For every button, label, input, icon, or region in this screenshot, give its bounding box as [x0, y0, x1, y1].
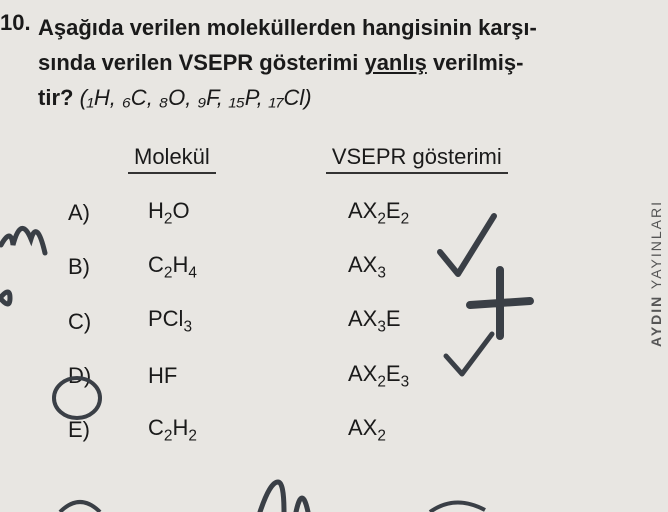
question-number: 10.	[0, 10, 31, 36]
header-molekul: Molekül	[128, 144, 216, 174]
vsepr-d: AX2E3	[348, 361, 508, 391]
option-label-b: B)	[68, 254, 128, 280]
q-underline: yanlış	[364, 50, 426, 75]
table-row: B) C2H4 AX3	[68, 252, 648, 282]
q-line3: tir?	[38, 85, 73, 110]
q-line2a: sında verilen VSEPR gösterimi	[38, 50, 364, 75]
table-row: A) H2O AX2E2	[68, 198, 648, 228]
vsepr-c: AX3E	[348, 306, 508, 336]
table-row: C) PCl3 AX3E	[68, 306, 648, 336]
header-vsepr: VSEPR gösterimi	[326, 144, 508, 174]
vsepr-a: AX2E2	[348, 198, 508, 228]
options-table: Molekül VSEPR gösterimi A) H2O AX2E2 B) …	[68, 144, 648, 446]
q-line2b: verilmiş-	[427, 50, 524, 75]
table-row: E) C2H2 AX2	[68, 415, 648, 445]
mol-c: PCl3	[128, 306, 348, 336]
mol-e: C2H2	[128, 415, 348, 445]
publisher-sidebar: AYDIN YAYINLARI	[648, 200, 664, 347]
mol-d: HF	[128, 363, 348, 389]
mol-b: C2H4	[128, 252, 348, 282]
bottom-arc-3	[430, 502, 485, 512]
bottom-arc-1	[60, 502, 100, 512]
option-label-a: A)	[68, 200, 128, 226]
vsepr-b: AX3	[348, 252, 508, 282]
publisher-rest: YAYINLARI	[648, 200, 664, 295]
vsepr-e: AX2	[348, 415, 508, 445]
publisher-bold: AYDIN	[648, 295, 664, 347]
option-label-e: E)	[68, 417, 128, 443]
bottom-arc-2	[260, 482, 308, 512]
atomic-numbers: (₁H, ₆C, ₈O, ₉F, ₁₅P, ₁₇Cl)	[80, 85, 312, 110]
option-label-c: C)	[68, 309, 128, 335]
table-row: D) HF AX2E3	[68, 361, 648, 391]
mol-a: H2O	[128, 198, 348, 228]
q-line1: Aşağıda verilen moleküllerden hangisinin…	[38, 15, 537, 40]
question-text: Aşağıda verilen moleküllerden hangisinin…	[38, 10, 648, 116]
option-label-d: D)	[68, 363, 128, 389]
